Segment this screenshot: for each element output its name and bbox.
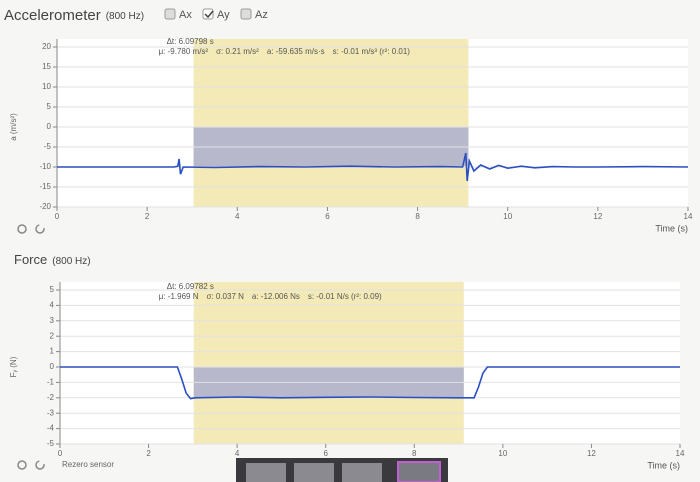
stat: s: -0.01 N/s (r²: 0.09): [308, 292, 382, 301]
x-tick-label: 10: [498, 449, 507, 458]
x-axis-label: Time (s): [655, 223, 688, 233]
subtitle: (800 Hz): [106, 11, 144, 22]
x-tick-label: 8: [415, 212, 420, 221]
stat: σ: 0.21 m/s²: [216, 47, 259, 56]
x-tick-label: 0: [55, 212, 60, 221]
stat: a: -12.006 Ns: [252, 292, 300, 301]
stat: μ: -9.780 m/s²: [159, 47, 209, 56]
channel-label: Ax: [179, 9, 192, 21]
x-tick-label: 4: [235, 449, 240, 458]
title: Force: [14, 252, 47, 267]
x-tick-label: 8: [412, 449, 417, 458]
thumb[interactable]: [294, 463, 334, 482]
stat: σ: 0.037 N: [206, 292, 244, 301]
y-tick-label: 0: [47, 122, 52, 131]
selection-band: [193, 282, 464, 444]
x-tick-label: 2: [145, 212, 150, 221]
x-tick-label: 0: [58, 449, 63, 458]
checkbox[interactable]: [240, 8, 252, 20]
checkbox[interactable]: [202, 8, 214, 20]
x-tick-label: 6: [323, 449, 328, 458]
y-tick-label: -3: [47, 408, 55, 417]
y-tick-label: 10: [42, 82, 51, 91]
stat: Δt: 6.09798 s: [167, 37, 214, 46]
settings-icon[interactable]: [17, 224, 27, 234]
thumb[interactable]: [342, 463, 382, 482]
y-tick-label: -10: [39, 162, 51, 171]
y-tick-label: 5: [50, 285, 55, 294]
x-tick-label: 12: [593, 212, 602, 221]
selection-band: [193, 39, 469, 207]
y-tick-label: -15: [39, 182, 51, 191]
toolbar: [236, 458, 448, 482]
x-axis-label: Time (s): [647, 460, 680, 470]
channel-label: Ay: [217, 9, 230, 21]
thumb-active[interactable]: [397, 461, 441, 482]
y-tick-label: -1: [47, 378, 55, 387]
x-tick-label: 14: [684, 212, 693, 221]
refresh-icon[interactable]: [35, 460, 45, 470]
x-tick-label: 2: [146, 449, 151, 458]
stat: μ: -1.969 N: [159, 292, 199, 301]
y-tick-label: 0: [50, 362, 55, 371]
y-tick-label: -20: [39, 202, 51, 211]
x-tick-label: 12: [587, 449, 596, 458]
y-tick-label: -5: [44, 142, 52, 151]
y-axis-label: a (m/s²): [9, 113, 18, 141]
y-tick-label: 2: [50, 331, 55, 340]
y-axis-label: Fᵧ (N): [9, 356, 18, 377]
y-tick-label: -2: [47, 393, 55, 402]
chart-title: Accelerometer (800 Hz): [4, 7, 144, 24]
stat: Δt: 6.09782 s: [167, 282, 214, 291]
x-tick-label: 14: [676, 449, 685, 458]
y-tick-label: 5: [47, 102, 52, 111]
channel-label: Az: [255, 9, 268, 21]
y-tick-label: 15: [42, 62, 51, 71]
y-tick-label: 3: [50, 316, 55, 325]
refresh-icon[interactable]: [35, 224, 45, 234]
title: Accelerometer: [4, 7, 101, 24]
x-tick-label: 10: [503, 212, 512, 221]
x-tick-label: 4: [235, 212, 240, 221]
x-tick-label: 6: [325, 212, 330, 221]
y-tick-label: 4: [50, 301, 55, 310]
stat: a: -59.635 m/s·s: [267, 47, 325, 56]
checkmark: [204, 10, 214, 19]
y-tick-label: -5: [47, 439, 55, 448]
data-line: [60, 366, 680, 400]
thumb[interactable]: [246, 463, 286, 482]
rezero-sensor[interactable]: Rezero sensor: [62, 460, 114, 469]
subtitle: (800 Hz): [52, 256, 90, 267]
chart-title: Force (800 Hz): [14, 252, 91, 267]
stat: s: -0.01 m/s³ (r²: 0.01): [333, 47, 411, 56]
data-line: [57, 152, 689, 182]
settings-icon[interactable]: [17, 460, 27, 470]
checkbox[interactable]: [164, 8, 176, 20]
y-tick-label: 1: [50, 347, 55, 356]
y-tick-label: -4: [47, 424, 55, 433]
y-tick-label: 20: [42, 42, 51, 51]
